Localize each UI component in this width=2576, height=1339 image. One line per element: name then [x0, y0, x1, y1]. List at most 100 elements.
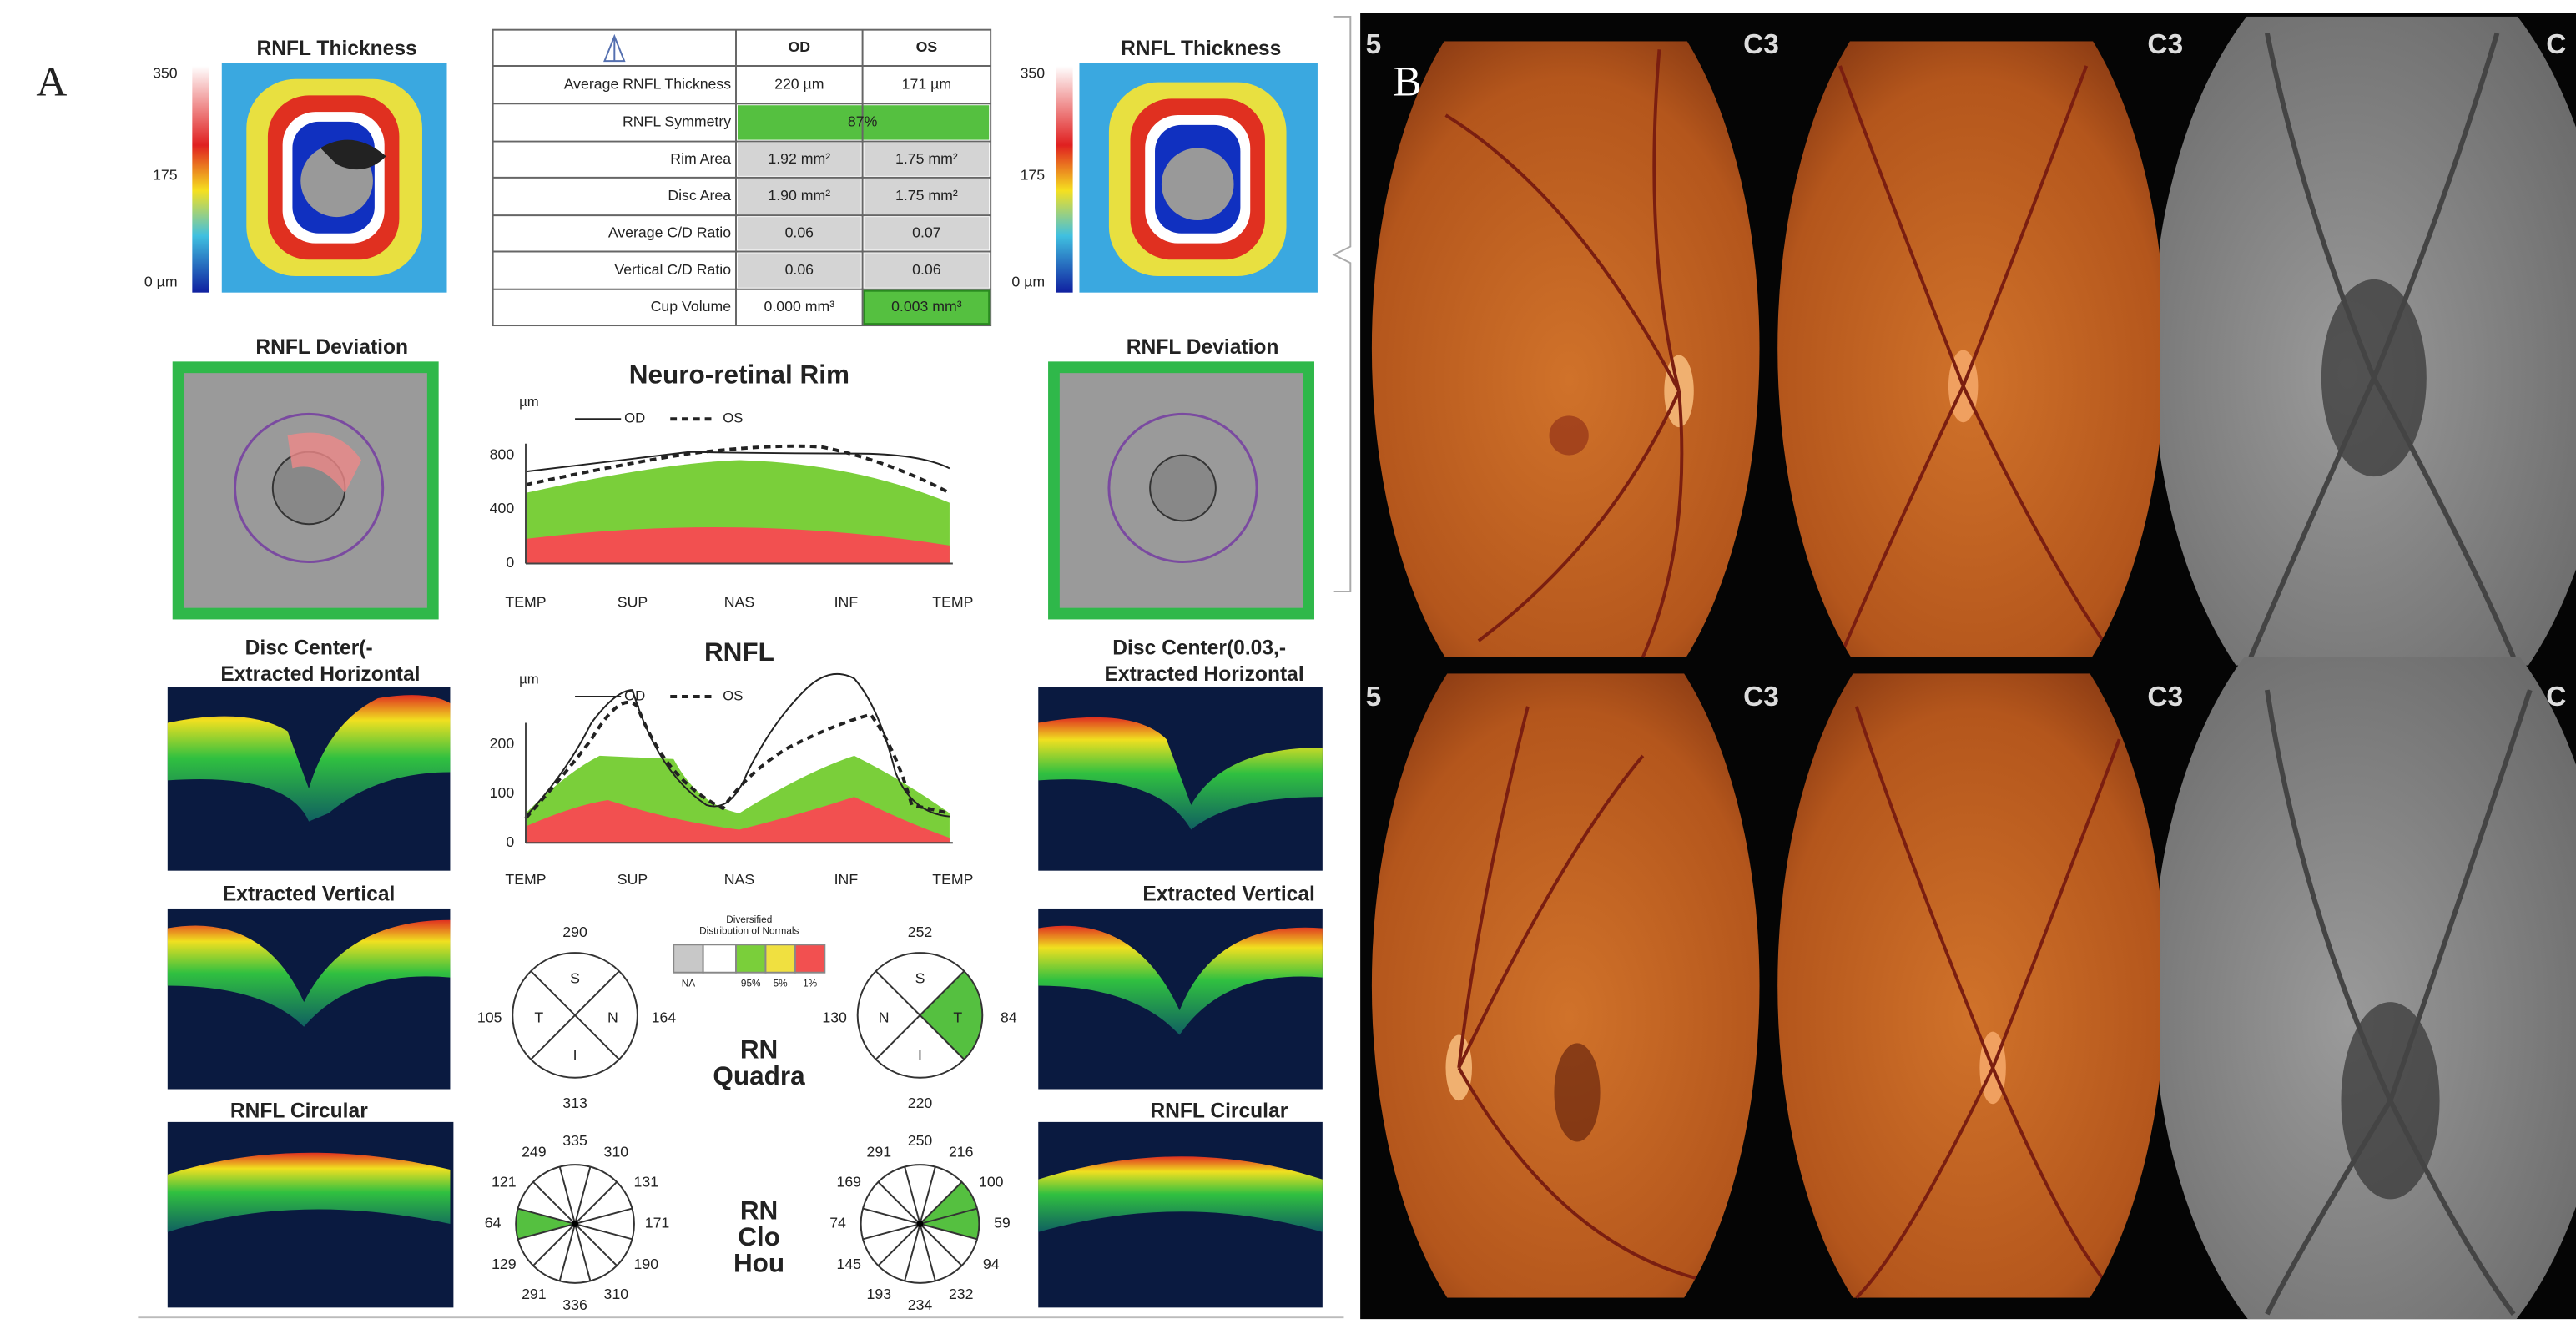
scale-label: 350 [1021, 65, 1046, 82]
labels: RNFL Thickness 350 175 0 µm RNFL Deviation Di… [144, 29, 2567, 1313]
section-title: RN [740, 1034, 779, 1065]
clock-value: 335 [562, 1132, 587, 1149]
x-tick-label: SUP [618, 871, 648, 888]
x-tick-label: TEMP [505, 593, 546, 610]
chart-title: Neuro-retinal Rim [629, 359, 849, 389]
scale-label: 175 [153, 167, 178, 184]
scale-label: 0 µm [144, 274, 178, 290]
quadrant-letter: S [915, 969, 925, 986]
quadrant-value: 84 [1001, 1009, 1017, 1026]
quadrant-letter: I [918, 1047, 922, 1064]
clock-dial [515, 1164, 635, 1284]
cell-value: 1.75 mm² [895, 150, 958, 167]
scale-label: 350 [153, 65, 178, 82]
quadrant-value: 130 [822, 1009, 847, 1026]
image-label: C [2546, 29, 2566, 60]
legend-label: 1% [803, 978, 818, 989]
legend-title: Distribution of Normals [699, 925, 799, 937]
normals-legend [673, 944, 826, 974]
sector-charts [512, 952, 984, 1284]
center [916, 1221, 924, 1227]
row-label: Average RNFL Thickness [564, 75, 732, 92]
scale-label: 0 µm [1011, 274, 1045, 290]
quadrant-value: 164 [652, 1009, 677, 1026]
cell-value: 171 µm [902, 75, 951, 92]
x-tick-label: NAS [724, 593, 754, 610]
rim-chart [525, 443, 953, 565]
clock-value: 216 [949, 1143, 974, 1160]
rnfl-chart [524, 672, 953, 844]
image-label: 5 [1366, 29, 1382, 60]
cell [737, 217, 861, 250]
center [572, 1221, 578, 1227]
divider [875, 970, 965, 1060]
legend-label: 95% [741, 978, 761, 989]
quadrant-letter: I [573, 1047, 577, 1064]
legend-label: OS [723, 410, 743, 426]
cell-value: 1.92 mm² [768, 150, 830, 167]
cell-value: 0.06 [785, 261, 814, 278]
clock-value: 129 [492, 1256, 517, 1272]
cell [864, 253, 990, 288]
section-title: Clo [738, 1221, 780, 1251]
y-tick-label: 400 [490, 500, 515, 516]
clock-value: 310 [604, 1143, 629, 1160]
cell-value: 87% [848, 113, 878, 130]
quadrant-value: 313 [562, 1095, 587, 1111]
clock-dial [860, 1164, 980, 1284]
deviation-map [172, 361, 1314, 620]
clock-value: 169 [836, 1173, 861, 1190]
chart-title: RNFL [704, 637, 774, 667]
x-tick-label: TEMP [505, 871, 546, 888]
quadrant-letter: S [570, 969, 580, 986]
section-title: Extracted Horizontal [220, 663, 420, 686]
x-tick-label: TEMP [932, 593, 973, 610]
row-label: Average C/D Ratio [608, 224, 731, 240]
clock-value: 249 [522, 1143, 547, 1160]
clock-value: 336 [562, 1296, 587, 1313]
image-label: C3 [2147, 29, 2183, 60]
cell [864, 143, 990, 176]
row-label: Rim Area [670, 150, 731, 167]
quadrant-letter: T [953, 1009, 962, 1026]
clock-value: 145 [836, 1256, 861, 1272]
panel-label: A [36, 58, 67, 105]
sector-highlight [920, 1181, 977, 1224]
y-tick-label: 0 [506, 554, 514, 571]
quadrant-value: 252 [908, 924, 933, 940]
legend-label: OS [723, 687, 743, 703]
legend-label: NA [682, 978, 696, 989]
cell [864, 179, 990, 214]
summary-table [492, 28, 992, 327]
clock-value: 232 [949, 1286, 974, 1302]
row-label: RNFL Symmetry [623, 113, 731, 130]
sector-highlight [920, 1208, 980, 1240]
cell-value: 0.06 [785, 224, 814, 240]
clock-value: 74 [829, 1215, 846, 1231]
x-tick-label: INF [834, 593, 859, 610]
quadrant-dial [512, 952, 638, 1079]
image-label: 5 [1366, 682, 1382, 712]
cell-value: 0.07 [912, 224, 940, 240]
cell [863, 289, 991, 325]
quadrant-letter: N [879, 1009, 890, 1026]
section-title: Hou [733, 1248, 784, 1278]
section-title: Extracted Vertical [1142, 883, 1314, 906]
clock-value: 100 [979, 1173, 1004, 1190]
legend-label: 5% [774, 978, 789, 989]
icon [603, 33, 626, 63]
section-title: RNFL Circular [1150, 1100, 1288, 1123]
section-title: RNFL Circular [230, 1100, 368, 1123]
image-label: C [2546, 682, 2566, 712]
clock-value: 131 [634, 1173, 659, 1190]
row-label: Vertical C/D Ratio [614, 261, 731, 278]
quadrant-letter: N [607, 1009, 618, 1026]
clock-value: 94 [983, 1256, 1000, 1272]
cell [737, 179, 861, 214]
legend-label: OD [624, 410, 645, 426]
thickness-map [1056, 63, 1318, 293]
clock-value: 193 [867, 1286, 892, 1302]
clock-value: 121 [492, 1173, 517, 1190]
section-title: Disc Center(0.03,- [1112, 637, 1286, 659]
clock-value: 291 [867, 1143, 892, 1160]
